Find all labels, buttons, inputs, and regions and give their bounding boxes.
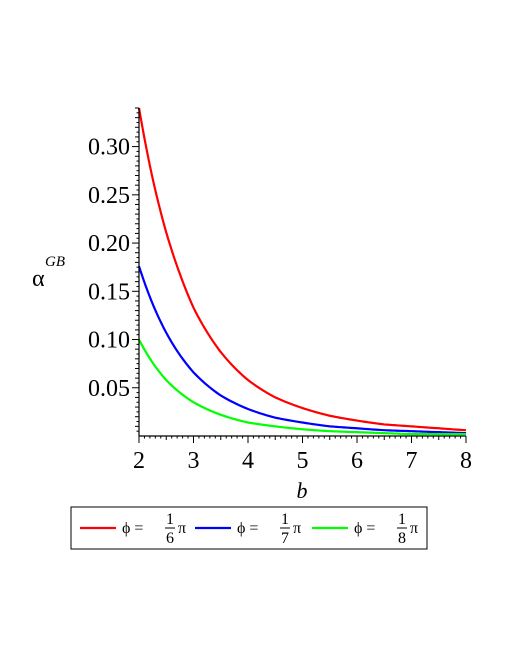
legend-label-denominator: 8 [398,530,406,547]
x-tick-label: 7 [406,448,418,474]
x-tick-label: 6 [351,448,363,474]
legend-label-lhs: ϕ = [122,520,143,537]
y-axis-label-superscript: GB [45,254,65,270]
y-ticks: 0.05 0.10 0.15 0.20 0.25 0.30 [88,107,139,432]
x-tick-label: 3 [188,448,200,474]
axes [138,108,466,437]
y-tick-label: 0.10 [88,328,130,354]
y-tick-label: 0.15 [88,279,130,305]
legend-label-rhs: π [178,520,186,537]
legend-entry-2: ϕ = 1 7π [195,511,301,547]
y-tick-label: 0.20 [88,231,130,257]
y-tick-label: 0.05 [88,376,130,402]
series-line-2 [137,265,467,435]
x-tick-label: 2 [133,448,145,474]
series-layer [137,107,467,436]
y-axis-label: α GB [32,254,65,292]
legend-label-numerator: 1 [398,511,406,528]
legend-label-denominator: 6 [166,530,174,547]
x-tick-label: 4 [242,448,254,474]
legend-label-lhs: ϕ = [354,520,375,537]
series-line-1 [137,107,467,432]
series-line-3 [138,339,466,436]
legend-label-rhs: π [410,520,418,537]
legend: ϕ =16π ϕ =17π ϕ =18π [70,506,428,550]
legend-entry-3: ϕ = 1 8π [312,511,418,547]
x-ticks: 2 3 4 5 6 7 8 [133,436,472,474]
legend-label-numerator: 1 [166,511,174,528]
legend-box [70,506,428,550]
y-axis-label-main: α [32,266,45,292]
x-axis-label: b [297,478,308,503]
legend-label-denominator: 7 [281,530,289,547]
legend-entry-1: ϕ = 1 6π [80,511,186,547]
x-tick-label: 8 [460,448,472,474]
legend-label-rhs: π [293,520,301,537]
legend-label-numerator: 1 [281,511,289,528]
x-tick-label: 5 [297,448,309,474]
y-tick-label: 0.25 [88,183,130,209]
legend-label-lhs: ϕ = [237,520,258,537]
y-tick-label: 0.30 [88,135,130,161]
